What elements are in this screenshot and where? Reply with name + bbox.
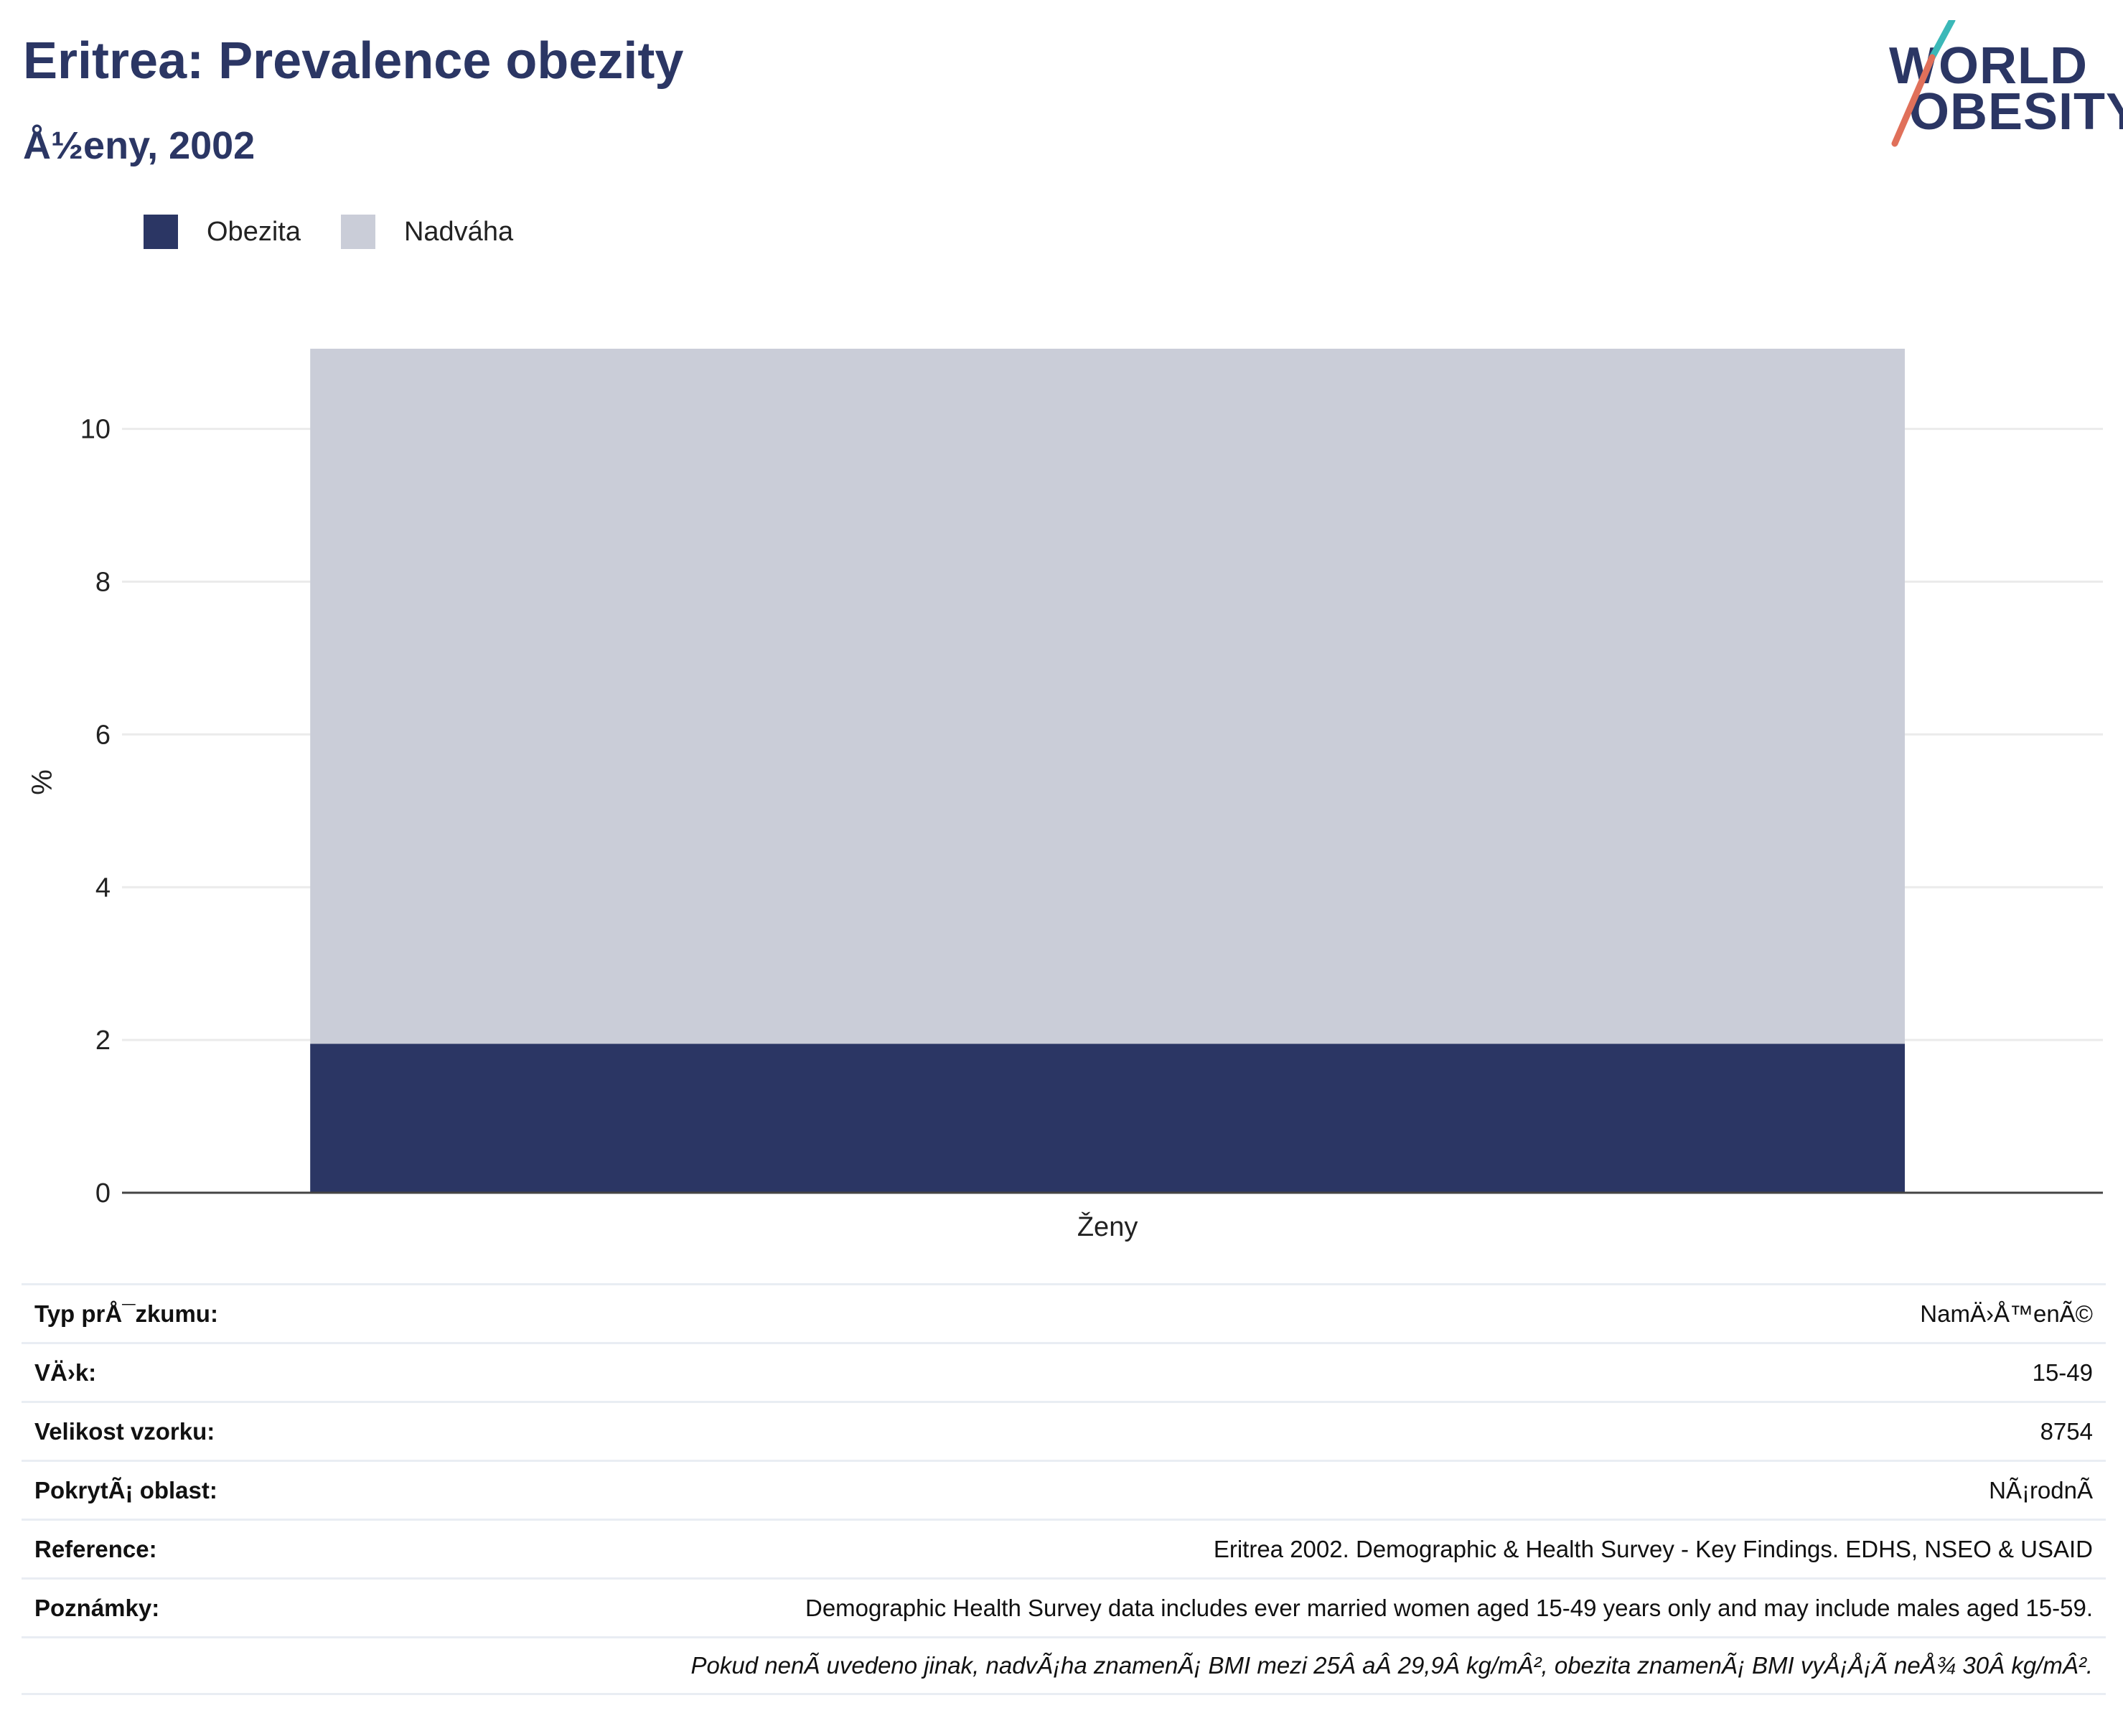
legend-swatch-nadvaha	[340, 215, 375, 249]
y-axis-label: %	[27, 769, 58, 795]
logo-slash-icon	[1891, 20, 1956, 147]
logo-slash-red	[1891, 54, 1936, 147]
y-tick-label: 8	[95, 568, 111, 598]
bmi-footnote: Pokud nenÃ uvedeno jinak, nadvÃ¡ha zname…	[690, 1652, 2093, 1679]
info-row-notes: Poznámky: Demographic Health Survey data…	[22, 1577, 2106, 1636]
info-label: PokrytÃ¡ oblast:	[34, 1476, 217, 1503]
info-label: VÄ›k:	[34, 1359, 97, 1386]
y-tick-label: 2	[95, 1026, 111, 1056]
y-tick-label: 0	[95, 1178, 111, 1209]
legend-item-obezita[interactable]: Obezita	[144, 215, 301, 249]
info-label: Reference:	[34, 1535, 157, 1562]
info-row-reference: Reference: Eritrea 2002. Demographic & H…	[22, 1519, 2106, 1577]
info-value: NÃ¡rodnÃ	[1989, 1476, 2093, 1503]
page-subtitle: Å½eny, 2002	[23, 124, 256, 167]
y-tick-label: 4	[95, 873, 111, 903]
legend-swatch-obezita	[144, 215, 178, 249]
info-value: 8754	[2040, 1417, 2093, 1445]
info-label: Poznámky:	[34, 1594, 160, 1621]
info-label: Typ prÅ¯zkumu:	[34, 1300, 218, 1327]
info-value: Eritrea 2002. Demographic & Health Surve…	[1213, 1535, 2093, 1562]
legend-item-nadvaha[interactable]: Nadváha	[340, 215, 514, 249]
info-value: NamÄ›Å™enÃ©	[1920, 1300, 2093, 1327]
bar-obezita	[310, 1043, 1906, 1193]
world-obesity-logo: WORLD OBESITY	[1880, 20, 2123, 149]
info-label: Velikost vzorku:	[34, 1417, 215, 1445]
info-value: Demographic Health Survey data includes …	[805, 1594, 2093, 1621]
y-tick-label: 6	[95, 720, 111, 750]
info-row-age: VÄ›k: 15-49	[22, 1342, 2106, 1401]
legend-label-obezita: Obezita	[207, 216, 301, 247]
stacked-bar-chart: 0 2 4 6 8 10% Ženy	[27, 348, 2103, 1242]
x-tick-label: Ženy	[1077, 1211, 1138, 1242]
info-row-survey-type: Typ prÅ¯zkumu: NamÄ›Å™enÃ©	[22, 1283, 2106, 1342]
info-row-footnote: Pokud nenÃ uvedeno jinak, nadvÃ¡ha zname…	[22, 1636, 2106, 1695]
page-title: Eritrea: Prevalence obezity	[23, 32, 684, 90]
legend-label-nadvaha: Nadváha	[403, 216, 514, 247]
y-tick-label: 10	[80, 415, 111, 445]
logo-line-2: OBESITY	[1909, 83, 2123, 141]
logo-slash-teal	[1928, 20, 1956, 61]
survey-info-table: Typ prÅ¯zkumu: NamÄ›Å™enÃ© VÄ›k: 15-49 V…	[22, 1283, 2106, 1695]
info-value: 15-49	[2032, 1359, 2093, 1386]
info-row-coverage: PokrytÃ¡ oblast: NÃ¡rodnÃ	[22, 1460, 2106, 1519]
chart-legend: Obezita Nadváha	[144, 214, 553, 250]
bar-nadv-ha	[310, 348, 1906, 1044]
info-row-sample-size: Velikost vzorku: 8754	[22, 1401, 2106, 1460]
